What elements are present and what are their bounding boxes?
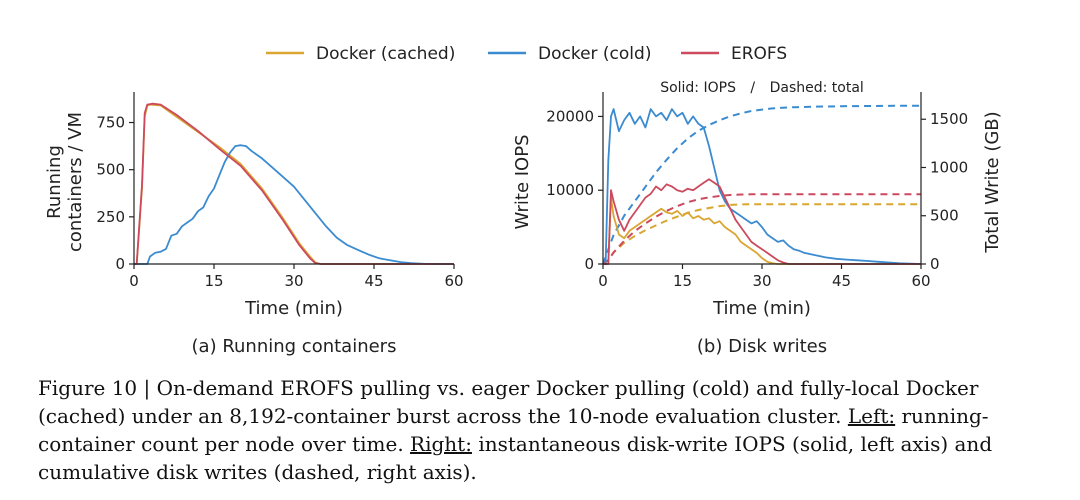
chart-a: 0 15 30 45 60 0 250 500 750 Time (min) Running co… — [44, 92, 464, 357]
chart-b-series-erofs-solid — [603, 178, 921, 265]
chart-b-ylabel: Write IOPS — [512, 134, 533, 229]
chart-a-xtick-label: 60 — [444, 272, 463, 290]
chart-b-xtick-label: 60 — [911, 272, 930, 290]
chart-b-annotation: Solid: IOPS / Dashed: total — [660, 80, 864, 96]
chart-b-ytick-right-label: 500 — [930, 207, 959, 225]
chart-b-xtick-label: 30 — [752, 272, 771, 290]
annotation-separator: / — [750, 80, 755, 96]
legend-label-cold: Docker (cold) — [538, 44, 651, 64]
chart-a-xlabel: Time (min) — [244, 298, 343, 319]
chart-b-ytick-right-label: 1000 — [930, 158, 968, 176]
chart-a-xtick-label: 15 — [204, 272, 223, 290]
chart-b-ytick-right-label: 1500 — [930, 110, 968, 128]
chart-b-xtick-label: 0 — [598, 272, 608, 290]
legend-label-cached: Docker (cached) — [316, 44, 455, 64]
chart-b-series-cached-dashed — [602, 203, 921, 265]
chart-b-series-erofs-dashed — [602, 193, 921, 265]
annotation-dashed: Dashed: total — [770, 80, 864, 96]
chart-b: Solid: IOPS / Dashed: total 0 15 30 45 60010… — [512, 80, 1003, 357]
chart-a-ytick-label: 0 — [115, 255, 125, 273]
chart-a-ytick-label: 250 — [96, 208, 125, 226]
caption-left-label: Left: — [847, 404, 896, 428]
legend-label-erofs: EROFS — [731, 44, 787, 64]
chart-a-xtick-label: 45 — [364, 272, 383, 290]
caption-lead: Figure 10 | On-demand EROFS pulling vs. … — [38, 376, 979, 428]
figure-caption: Figure 10 | On-demand EROFS pulling vs. … — [38, 374, 1048, 486]
chart-a-series-cold — [134, 144, 454, 265]
chart-b-series-cold-solid — [603, 108, 922, 265]
chart-b-ylabel-right: Total Write (GB) — [982, 111, 1003, 253]
chart-a-ytick-label: 500 — [96, 161, 125, 179]
chart-b-series-cached-solid — [603, 196, 921, 265]
chart-a-ytick-label: 750 — [96, 114, 125, 132]
chart-b-series — [602, 104, 922, 265]
chart-b-subcaption: (b) Disk writes — [697, 336, 827, 357]
annotation-solid: Solid: IOPS — [660, 80, 736, 96]
chart-a-series-cached — [134, 103, 454, 265]
chart-a-ylabel-line: containers / VM — [65, 112, 86, 252]
chart-b-ytick-label: 0 — [584, 255, 594, 273]
caption-right-label: Right: — [410, 432, 472, 456]
chart-b-xtick-label: 45 — [832, 272, 851, 290]
legend: Docker (cached) Docker (cold) EROFS — [266, 44, 787, 64]
chart-b-xlabel: Time (min) — [712, 298, 811, 319]
chart-b-ytick-label: 10000 — [546, 181, 594, 199]
chart-a-ylabel: Running containers / VM — [44, 112, 86, 252]
chart-b-series-cold-dashed — [602, 104, 922, 265]
chart-b-ytick-label: 20000 — [546, 107, 594, 125]
caption-right-text: instantaneous disk-write IOPS (solid, le… — [38, 432, 993, 484]
chart-a-axes: 0 15 30 45 60 0 250 500 750 — [96, 92, 464, 290]
chart-b-xtick-label: 15 — [673, 272, 692, 290]
chart-a-series-erofs — [134, 102, 454, 265]
chart-a-subcaption: (a) Running containers — [192, 336, 397, 357]
chart-a-series — [134, 102, 454, 265]
caption-left-text: running-container count per node over ti… — [38, 404, 989, 456]
chart-a-xtick-label: 30 — [284, 272, 303, 290]
chart-a-ylabel-line: Running — [44, 145, 65, 219]
chart-a-xtick-label: 0 — [129, 272, 139, 290]
chart-b-ytick-right-label: 0 — [930, 255, 940, 273]
